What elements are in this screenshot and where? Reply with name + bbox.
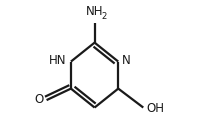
Text: HN: HN	[49, 54, 66, 67]
Text: O: O	[35, 93, 44, 106]
Text: N: N	[122, 54, 131, 67]
Text: NH: NH	[86, 5, 103, 18]
Text: 2: 2	[101, 12, 106, 21]
Text: OH: OH	[147, 102, 165, 115]
